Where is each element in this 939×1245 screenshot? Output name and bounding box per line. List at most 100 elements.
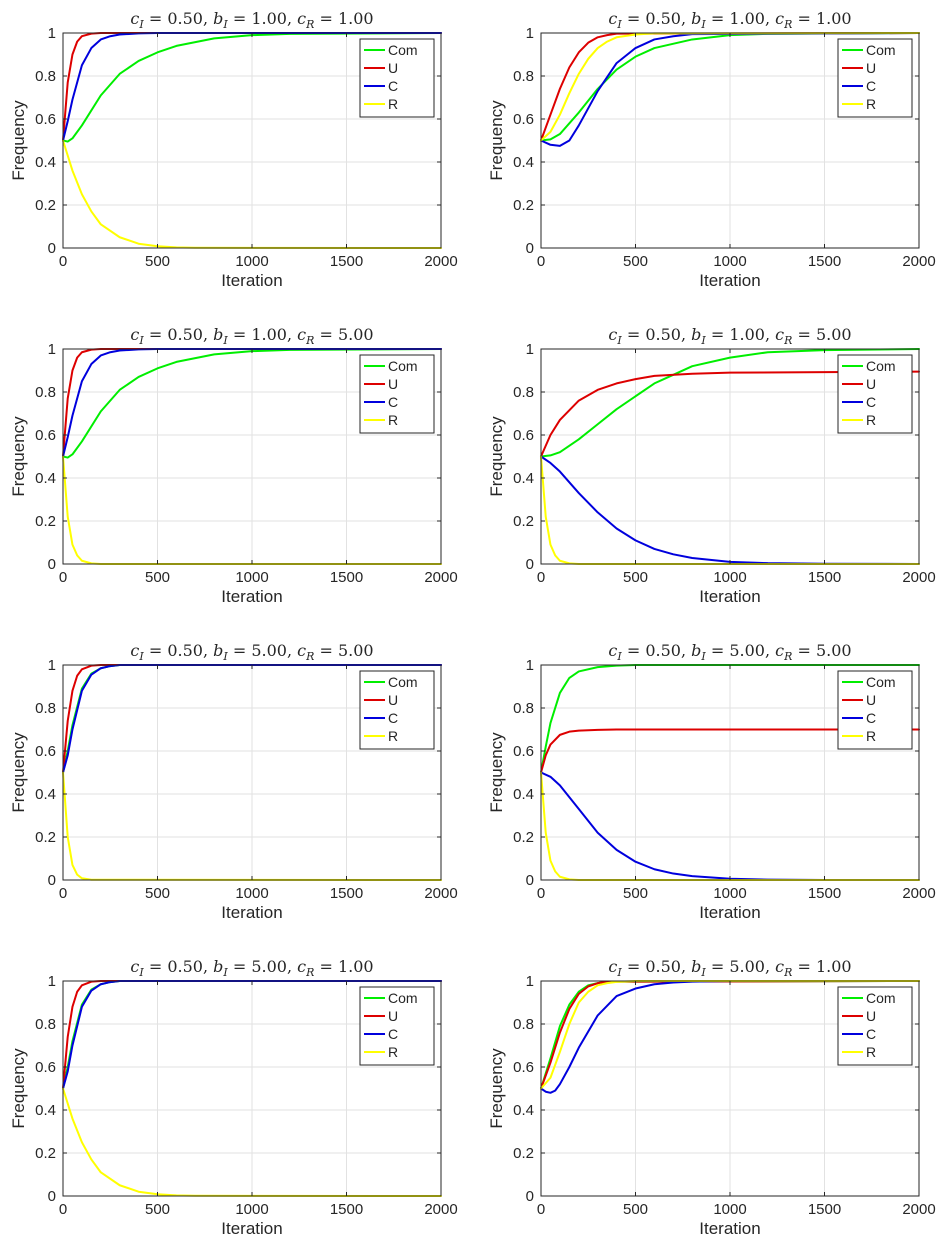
y-tick-label: 0.8 [513,1016,534,1033]
x-tick-label: 500 [623,253,648,270]
chart-panel-8: 0 500 1000 1500 2000 0 0.2 0.4 0.6 0.8 1 Iteration F… [487,957,936,1238]
legend: Com UCR [359,986,435,1066]
legend-label-r: R [866,1044,876,1060]
x-tick-label: 1500 [330,253,363,270]
legend: Com UCR [837,986,913,1066]
legend: Com UCR [837,354,913,434]
x-tick-label: 500 [145,253,170,270]
y-tick-label: 0.2 [513,1145,534,1162]
series-line-com [540,348,920,458]
x-axis-label: Iteration [699,903,760,922]
x-tick-label: 500 [145,1201,170,1218]
y-axis-label: Frequency [9,100,28,181]
series-line-com [540,32,920,142]
y-tick-label: 0 [526,240,534,257]
legend-label-u: U [388,376,398,392]
y-tick-label: 0.4 [513,470,534,487]
series-line-r [540,980,920,1090]
chart-title: cI = 0.50, bI = 5.00, cR = 1.00 [130,957,373,979]
legend-label-u: U [866,1008,876,1024]
y-tick-label: 0.4 [35,154,56,171]
x-axis-label: Iteration [221,271,282,290]
legend-label-u: U [866,60,876,76]
y-tick-label: 0 [48,872,56,889]
y-tick-label: 0.6 [513,111,534,128]
y-tick-label: 0.6 [35,111,56,128]
x-tick-label: 2000 [902,569,935,586]
y-tick-label: 0.8 [35,384,56,401]
chart-title: cI = 0.50, bI = 1.00, cR = 1.00 [608,9,851,31]
chart-title: cI = 0.50, bI = 1.00, cR = 5.00 [130,325,373,347]
legend-label-com: Com [388,42,418,58]
x-tick-label: 0 [59,253,67,270]
y-tick-label: 1 [48,25,56,42]
y-axis-label: Frequency [487,416,506,497]
x-tick-label: 0 [59,1201,67,1218]
y-tick-label: 0.2 [35,1145,56,1162]
x-tick-label: 500 [623,885,648,902]
y-tick-label: 1 [48,657,56,674]
x-tick-label: 1500 [808,1201,841,1218]
x-tick-label: 500 [145,569,170,586]
x-tick-label: 1000 [713,253,746,270]
y-tick-label: 0.2 [513,829,534,846]
y-axis-label: Frequency [9,732,28,813]
chart-title: cI = 0.50, bI = 1.00, cR = 5.00 [608,325,851,347]
legend-label-c: C [866,710,876,726]
y-axis-label: Frequency [9,1048,28,1129]
y-tick-label: 0.2 [513,513,534,530]
chart-title: cI = 0.50, bI = 5.00, cR = 5.00 [608,641,851,663]
legend-label-com: Com [388,358,418,374]
y-tick-label: 0.8 [35,700,56,717]
y-tick-label: 0.6 [513,427,534,444]
y-tick-label: 0.2 [35,513,56,530]
x-tick-label: 2000 [902,1201,935,1218]
chart-panel-6: 0 500 1000 1500 2000 0 0.2 0.4 0.6 0.8 1 Iteration F… [487,641,936,922]
legend: Com UCR [359,38,435,118]
y-tick-label: 0.8 [513,68,534,85]
y-tick-label: 0.6 [513,1059,534,1076]
x-axis-label: Iteration [221,587,282,606]
y-tick-label: 0 [48,1188,56,1205]
y-tick-label: 0.2 [513,197,534,214]
legend-label-c: C [866,78,876,94]
x-tick-label: 1500 [808,569,841,586]
x-tick-label: 1000 [713,569,746,586]
chart-panel-2: 0 500 1000 1500 2000 0 0.2 0.4 0.6 0.8 1 Iteration F… [487,9,936,290]
y-axis-label: Frequency [487,100,506,181]
legend-label-r: R [866,96,876,112]
x-tick-label: 2000 [424,1201,457,1218]
legend-label-c: C [866,394,876,410]
chart-panel-5: 0 500 1000 1500 2000 0 0.2 0.4 0.6 0.8 1 Iteration F… [9,641,458,922]
x-tick-label: 1500 [330,1201,363,1218]
legend-label-r: R [866,728,876,744]
series-line-c [540,455,920,565]
x-tick-label: 2000 [424,569,457,586]
chart-panel-3: 0 500 1000 1500 2000 0 0.2 0.4 0.6 0.8 1 Iteration F… [9,325,458,606]
y-tick-label: 0.4 [513,154,534,171]
legend-label-u: U [866,692,876,708]
y-tick-label: 1 [526,657,534,674]
y-tick-label: 0.8 [35,1016,56,1033]
legend: Com UCR [359,354,435,434]
chart-title: cI = 0.50, bI = 5.00, cR = 5.00 [130,641,373,663]
series-line-r [540,32,920,142]
legend-label-c: C [388,1026,398,1042]
chart-panel-4: 0 500 1000 1500 2000 0 0.2 0.4 0.6 0.8 1 Iteration F… [487,325,936,606]
x-tick-label: 1500 [808,253,841,270]
legend: Com UCR [359,670,435,750]
y-tick-label: 0.8 [35,68,56,85]
y-tick-label: 0.4 [35,470,56,487]
y-tick-label: 0 [526,556,534,573]
series-line-u [540,370,920,458]
x-tick-label: 0 [537,569,545,586]
chart-title: cI = 0.50, bI = 5.00, cR = 1.00 [608,957,851,979]
x-tick-label: 1000 [235,885,268,902]
legend-label-com: Com [866,990,896,1006]
legend-label-com: Com [866,674,896,690]
legend-label-r: R [388,412,398,428]
x-tick-label: 500 [145,885,170,902]
x-axis-label: Iteration [699,1219,760,1238]
legend-label-r: R [388,728,398,744]
legend-label-u: U [388,692,398,708]
